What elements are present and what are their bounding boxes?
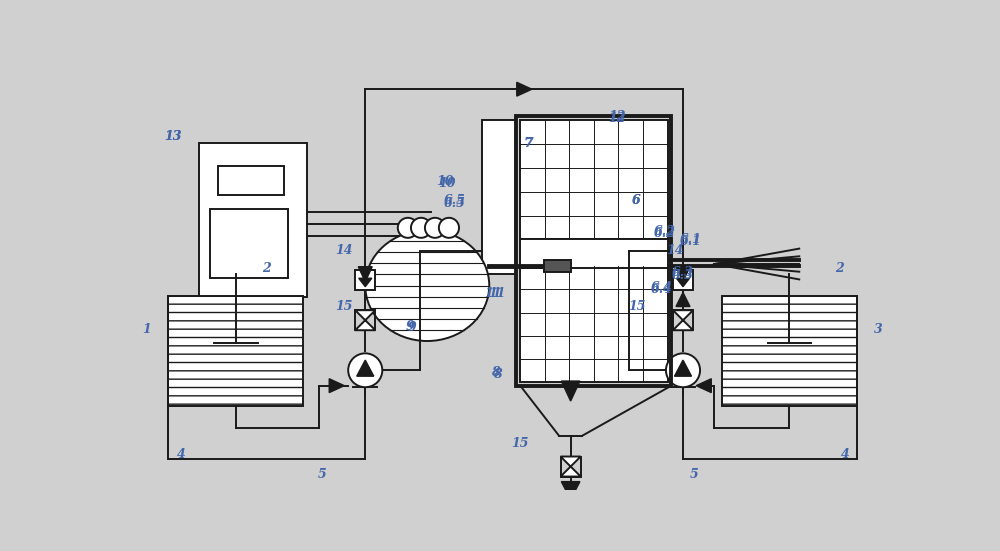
Text: 6.2: 6.2: [653, 228, 675, 240]
Text: 9: 9: [407, 321, 416, 334]
Text: 15: 15: [628, 300, 645, 313]
Bar: [355, 310, 375, 330]
Text: 6.1: 6.1: [680, 233, 702, 246]
Text: 11: 11: [488, 287, 506, 300]
Polygon shape: [696, 379, 711, 393]
Text: 15: 15: [512, 437, 529, 450]
Text: 4: 4: [176, 449, 185, 462]
Polygon shape: [329, 379, 344, 393]
Bar: [199, 143, 307, 297]
Polygon shape: [676, 278, 690, 287]
Text: 4: 4: [841, 449, 850, 462]
Polygon shape: [357, 360, 374, 376]
Text: 11: 11: [484, 287, 502, 300]
Text: 14: 14: [666, 245, 684, 257]
Text: 6.1: 6.1: [680, 235, 702, 248]
Text: 7: 7: [525, 137, 534, 150]
Bar: [520, 239, 668, 268]
Polygon shape: [676, 293, 690, 306]
Text: 13: 13: [164, 131, 182, 143]
Bar: [210, 209, 288, 278]
Polygon shape: [517, 82, 532, 96]
Bar: [673, 310, 693, 330]
Text: 1: 1: [142, 323, 151, 336]
Circle shape: [425, 218, 445, 238]
Text: 6.4: 6.4: [650, 283, 672, 296]
Text: 6: 6: [632, 195, 641, 207]
Bar: [673, 270, 693, 290]
Text: 15: 15: [335, 300, 352, 313]
Circle shape: [666, 353, 700, 387]
Text: 3: 3: [874, 323, 883, 336]
Text: 6.3: 6.3: [672, 266, 694, 279]
Polygon shape: [561, 381, 580, 401]
Text: 6: 6: [632, 195, 641, 207]
Text: 9: 9: [406, 320, 415, 333]
Text: 10: 10: [436, 175, 454, 188]
Polygon shape: [676, 267, 690, 282]
Bar: [520, 266, 668, 382]
Circle shape: [398, 218, 418, 238]
Bar: [544, 260, 571, 273]
Text: 8: 8: [493, 368, 501, 381]
Polygon shape: [561, 457, 581, 477]
Text: 13: 13: [164, 131, 182, 143]
Text: 7: 7: [524, 137, 532, 150]
Polygon shape: [355, 310, 375, 330]
Bar: [168, 295, 303, 406]
Text: 6.2: 6.2: [653, 225, 675, 238]
Text: 12: 12: [608, 110, 626, 123]
Text: 6.5: 6.5: [443, 195, 465, 207]
Text: 5: 5: [318, 468, 327, 480]
Bar: [516, 116, 671, 386]
Polygon shape: [359, 278, 372, 287]
Bar: [355, 270, 375, 290]
Circle shape: [439, 218, 459, 238]
Bar: [218, 166, 284, 196]
Text: 2: 2: [835, 262, 844, 275]
Circle shape: [411, 218, 431, 238]
Text: 6.3: 6.3: [672, 269, 694, 282]
Bar: [561, 457, 581, 477]
Bar: [482, 120, 516, 274]
Text: 5: 5: [690, 468, 699, 480]
Text: 6.4: 6.4: [650, 282, 672, 294]
Text: 12: 12: [608, 112, 626, 125]
Polygon shape: [561, 482, 580, 500]
Text: 8: 8: [491, 366, 500, 379]
Polygon shape: [358, 267, 372, 282]
Text: 14: 14: [336, 245, 353, 257]
Ellipse shape: [365, 230, 489, 341]
Polygon shape: [673, 310, 693, 330]
Text: 6.5: 6.5: [443, 197, 465, 210]
Bar: [722, 295, 857, 406]
Bar: [520, 120, 668, 239]
Polygon shape: [674, 360, 692, 376]
Text: 2: 2: [262, 262, 271, 275]
Circle shape: [348, 353, 382, 387]
Text: 10: 10: [438, 177, 455, 190]
